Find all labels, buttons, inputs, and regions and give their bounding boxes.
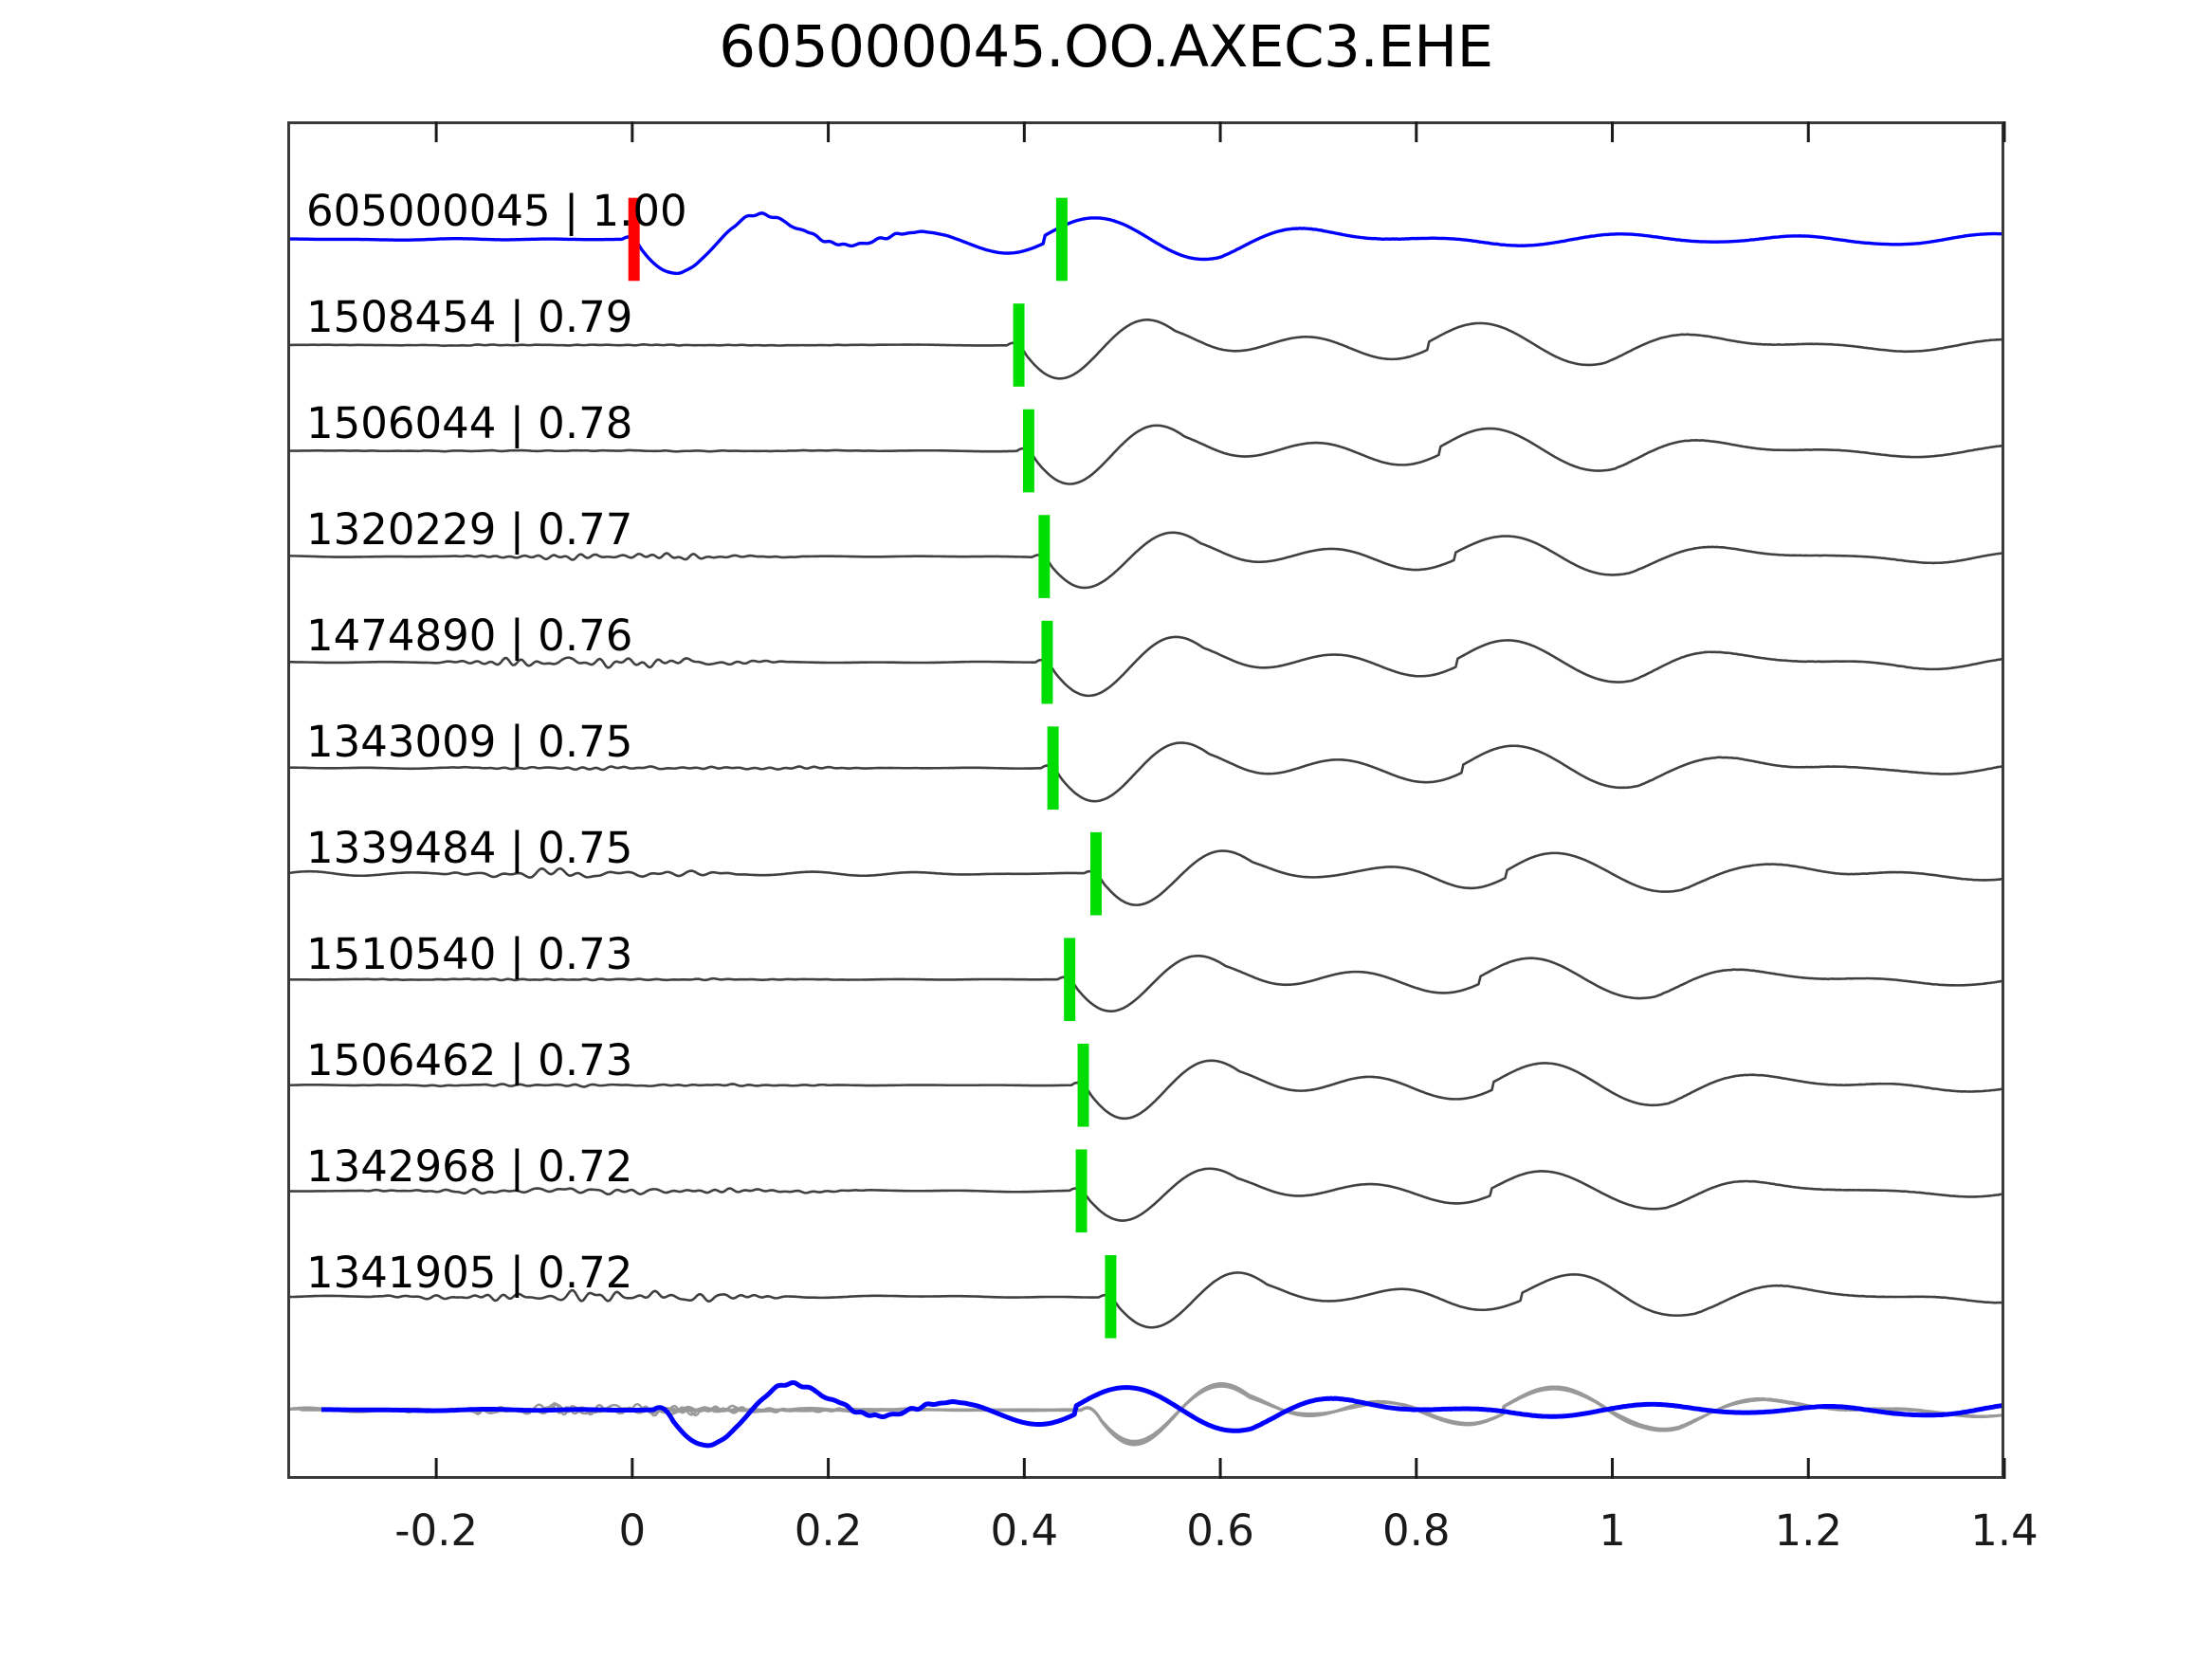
waveform-605000045	[290, 211, 2002, 276]
trace-label-1508454: 1508454 | 0.79	[306, 292, 633, 342]
trace-row-1343009	[290, 741, 2002, 803]
waveform-1341905	[290, 1271, 2002, 1329]
x-tick-label-6: 1	[1599, 1505, 1626, 1556]
trace-row-1339484	[290, 849, 2002, 906]
x-tick-label-1: 0	[618, 1505, 647, 1556]
pick-marker-1320229	[1038, 515, 1051, 598]
waveform-canvas	[290, 197, 2002, 1449]
plot-frame	[287, 121, 2004, 1479]
waveform-1506044	[290, 424, 2002, 485]
trace-row-1341905	[290, 1271, 2002, 1329]
trace-row-1320229	[290, 531, 2002, 590]
x-tick-label-5: 0.8	[1381, 1505, 1451, 1556]
trace-label-1341905: 1341905 | 0.72	[306, 1248, 633, 1298]
trace-label-1342968: 1342968 | 0.72	[306, 1141, 633, 1192]
pick-marker-1341905	[1105, 1254, 1117, 1339]
trace-label-1506462: 1506462 | 0.73	[306, 1035, 633, 1085]
pick-marker-1342968	[1075, 1149, 1088, 1233]
trace-row-1510540	[290, 955, 2002, 1012]
aligned-overlay-panel	[290, 1379, 2002, 1449]
trace-row-1508454	[290, 319, 2002, 380]
waveform-1474890	[290, 635, 2002, 698]
pick-marker-605000045	[1055, 197, 1068, 282]
trace-row-605000045	[290, 211, 2002, 276]
x-tick-label-8: 1.4	[1970, 1505, 2038, 1556]
trace-row-1506044	[290, 424, 2002, 485]
reference-pick-marker-605000045	[628, 197, 640, 282]
trace-label-1510540: 1510540 | 0.73	[306, 929, 633, 979]
waveform-1506462	[290, 1059, 2002, 1121]
x-tick-label-0: -0.2	[394, 1505, 479, 1556]
waveform-1343009	[290, 741, 2002, 803]
waveform-1342968	[290, 1167, 2002, 1222]
overlay-trace-1341905	[290, 1383, 1984, 1444]
trace-label-1320229: 1320229 | 0.77	[306, 504, 633, 555]
waveform-1320229	[290, 531, 2002, 590]
trace-label-605000045: 605000045 | 1.00	[306, 186, 687, 236]
trace-label-1343009: 1343009 | 0.75	[306, 717, 633, 767]
waveform-1339484	[290, 849, 2002, 906]
x-tick-label-2: 0.2	[794, 1505, 863, 1556]
trace-label-1474890: 1474890 | 0.76	[306, 611, 633, 661]
pick-marker-1339484	[1089, 831, 1102, 916]
page-title: 605000045.OO.AXEC3.EHE	[719, 13, 1493, 81]
pick-marker-1508454	[1013, 303, 1025, 387]
trace-row-1342968	[290, 1167, 2002, 1222]
pick-marker-1343009	[1047, 726, 1059, 810]
trace-row-1474890	[290, 635, 2002, 698]
x-tick-label-4: 0.6	[1186, 1505, 1254, 1556]
x-tick-label-7: 1.2	[1774, 1505, 1843, 1556]
trace-label-1506044: 1506044 | 0.78	[306, 398, 633, 448]
overlay-reference-trace	[320, 1379, 2002, 1449]
pick-marker-1510540	[1064, 938, 1076, 1022]
trace-label-1339484: 1339484 | 0.75	[306, 823, 633, 873]
pick-marker-1474890	[1041, 620, 1053, 704]
pick-marker-1506044	[1022, 409, 1034, 493]
x-tick-label-3: 0.4	[990, 1505, 1059, 1556]
waveform-1508454	[290, 319, 2002, 380]
trace-row-1506462	[290, 1059, 2002, 1121]
pick-marker-1506462	[1077, 1043, 1089, 1127]
waveform-1510540	[290, 955, 2002, 1012]
